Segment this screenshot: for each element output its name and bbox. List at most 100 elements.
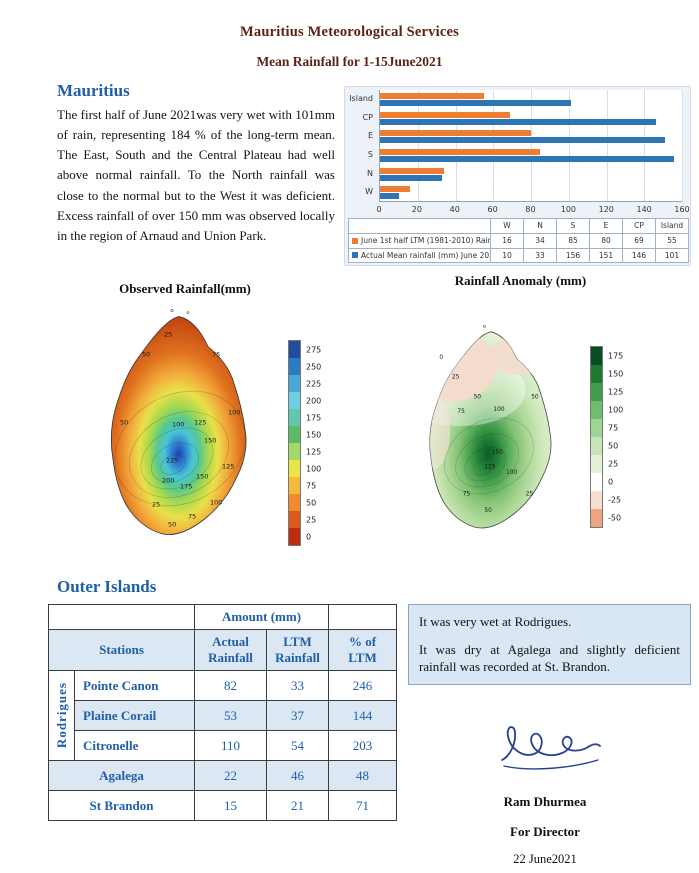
chart-table-value: 101 — [656, 248, 689, 264]
chart-table-value: 69 — [623, 233, 656, 249]
chart-table-col-Island: Island — [656, 219, 689, 234]
note-line-2: It was dry at Agalega and slightly defic… — [419, 641, 680, 675]
ltm-value: 46 — [265, 760, 330, 791]
colorbar-tick: 150 — [608, 369, 624, 379]
islet-dot — [186, 311, 190, 314]
pct-ltm-header-cell: % of LTM — [328, 629, 398, 671]
contour-label: 50 — [474, 394, 482, 400]
chart-plot-area — [379, 90, 683, 202]
contour-label: 150 — [196, 473, 208, 481]
colorbar-segment: 100 — [289, 460, 321, 477]
contour-label: 225 — [166, 457, 178, 465]
colorbar-tick: 125 — [306, 447, 322, 456]
chart-table-col-W: W — [491, 219, 524, 234]
colorbar-tick: 250 — [306, 362, 322, 371]
station-name: Plaine Corail — [74, 700, 195, 731]
table-row-pointe-canon: Rodrigues Pointe Canon 82 33 246 — [48, 670, 398, 761]
colorbar-tick: 50 — [306, 498, 317, 507]
colorbar-tick: 25 — [608, 459, 619, 469]
observed-colorbar: 275 250 225 200 175 150 125 100 75 50 25 0 — [288, 340, 321, 546]
contour-label: 50 — [531, 394, 539, 400]
y-axis-label-Island: Island — [349, 94, 373, 103]
bar-E-actual — [380, 137, 665, 144]
observed-colorbar-wrap: 275 250 225 200 175 150 125 100 75 50 25 0 — [288, 306, 321, 552]
colorbar-segment: 150 — [289, 426, 321, 443]
island-outline — [110, 316, 247, 535]
stations-header-cell: Stations — [48, 629, 195, 671]
observed-rainfall-map: 25 50 75 50 100 125 100 150 225 200 175 150 125 100 75… — [76, 306, 321, 552]
actual-value: 110 — [194, 730, 267, 761]
station-name: Agalega — [48, 760, 195, 791]
chart-gridline — [606, 90, 608, 201]
chart-table-value: 80 — [590, 233, 623, 249]
document-subtitle: Mean Rainfall for 1-15June2021 — [256, 54, 443, 69]
ltm-value: 21 — [265, 790, 330, 821]
table-header-row-columns: Stations Actual Rainfall LTM Rainfall % … — [48, 629, 398, 671]
chart-gridline — [531, 90, 532, 201]
anomaly-colorbar: 175 150 125 100 75 50 25 0 -25 -50 — [590, 346, 623, 528]
chart-legend-ltm: June 1st half LTM (1981-2010) Rainfall (… — [349, 233, 491, 249]
colorbar-segment: -25 — [591, 491, 621, 509]
contour-label: 25 — [164, 331, 172, 339]
colorbar-tick: -25 — [608, 495, 622, 505]
table-row-plaine-corail: Plaine Corail 53 37 144 — [49, 700, 398, 731]
bar-Island-ltm — [380, 93, 484, 99]
colorbar-tick: 0 — [608, 477, 614, 487]
colorbar-segment: 175 — [591, 347, 623, 365]
colorbar-tick: 100 — [608, 405, 624, 415]
pct-value: 71 — [328, 790, 398, 821]
chart-table-col-CP: CP — [623, 219, 656, 234]
bar-E-ltm — [380, 130, 531, 137]
islet-dot — [483, 324, 486, 328]
ltm-value: 37 — [265, 700, 330, 731]
actual-value: 82 — [194, 670, 267, 701]
amount-header-cell: Amount (mm) — [193, 604, 330, 630]
colorbar-tick: 275 — [306, 345, 322, 354]
section-heading-outer-islands: Outer Islands — [57, 577, 157, 596]
y-axis-label-N: N — [367, 168, 373, 178]
chart-table-value: 16 — [491, 233, 524, 249]
colorbar-tick: 0 — [306, 532, 312, 541]
y-axis-label-E: E — [367, 131, 373, 141]
chart-gridline — [568, 90, 570, 201]
station-name: St Brandon — [48, 790, 195, 821]
ltm-rainfall-header-cell: LTM Rainfall — [265, 629, 330, 671]
contour-label: 50 — [484, 508, 492, 514]
colorbar-segment: 150 — [591, 365, 623, 383]
pct-value: 48 — [328, 760, 398, 791]
contour-label: 100 — [210, 499, 222, 507]
chart-y-axis-labels: Island CP E S N W — [345, 90, 377, 202]
signature-image — [501, 726, 601, 770]
chart-table-value: 34 — [524, 233, 557, 249]
contour-label: 50 — [142, 351, 150, 359]
contour-label: 75 — [188, 513, 196, 521]
colorbar-segment: 200 — [289, 392, 321, 409]
contour-label: 125 — [222, 463, 234, 471]
actual-value: 53 — [194, 700, 267, 731]
group-cell-rodrigues: Rodrigues — [48, 670, 75, 761]
chart-table-value: 55 — [656, 233, 689, 249]
contour-label: 150 — [204, 437, 216, 445]
series-name: June 1st half LTM (1981-2010) Rainfall (… — [361, 235, 491, 245]
contour-label: 200 — [162, 477, 174, 485]
contour-lines — [114, 390, 246, 507]
contour-label: 25 — [526, 492, 534, 498]
x-axis-tick: 140 — [636, 205, 652, 214]
table-row-st-brandon: St Brandon 15 21 71 — [48, 790, 398, 821]
chart-x-axis: 0 20 40 60 80 100 120 140 160 — [376, 205, 689, 216]
colorbar-tick: -50 — [608, 513, 622, 523]
contour-label: 100 — [506, 470, 517, 476]
chart-table-col-E: E — [590, 219, 623, 234]
contour-label: 100 — [172, 421, 184, 429]
bar-CP-actual — [380, 118, 656, 125]
x-axis-tick: 20 — [411, 205, 422, 214]
bar-N-ltm — [380, 167, 445, 174]
y-axis-label-W: W — [365, 187, 373, 197]
chart-gridline — [682, 90, 683, 201]
actual-rainfall-header-cell: Actual Rainfall — [194, 629, 267, 671]
rodrigues-group-label: Rodrigues — [53, 682, 69, 749]
contour-lines — [444, 417, 534, 495]
legend-square — [352, 237, 358, 244]
